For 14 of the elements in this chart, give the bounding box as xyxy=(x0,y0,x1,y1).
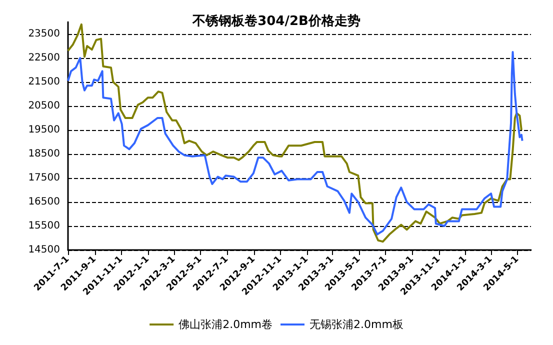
chart-title: 不锈钢板卷304/2B价格走势 xyxy=(192,13,360,29)
y-tick-label: 19500 xyxy=(28,124,60,136)
y-tick-label: 14500 xyxy=(28,244,60,256)
y-tick-label: 20500 xyxy=(28,100,60,112)
y-tick-label: 21500 xyxy=(28,76,60,88)
y-tick-label: 22500 xyxy=(28,52,60,64)
y-tick-label: 18500 xyxy=(28,148,60,160)
y-tick-label: 15500 xyxy=(28,220,60,232)
y-tick-label: 23500 xyxy=(28,28,60,40)
y-tick-label: 16500 xyxy=(28,196,60,208)
line-series xyxy=(67,51,524,236)
y-tick-label: 17500 xyxy=(28,172,60,184)
legend-label: 佛山张浦2.0mm卷 xyxy=(178,318,273,331)
legend-label: 无锡张浦2.0mm板 xyxy=(310,318,404,331)
